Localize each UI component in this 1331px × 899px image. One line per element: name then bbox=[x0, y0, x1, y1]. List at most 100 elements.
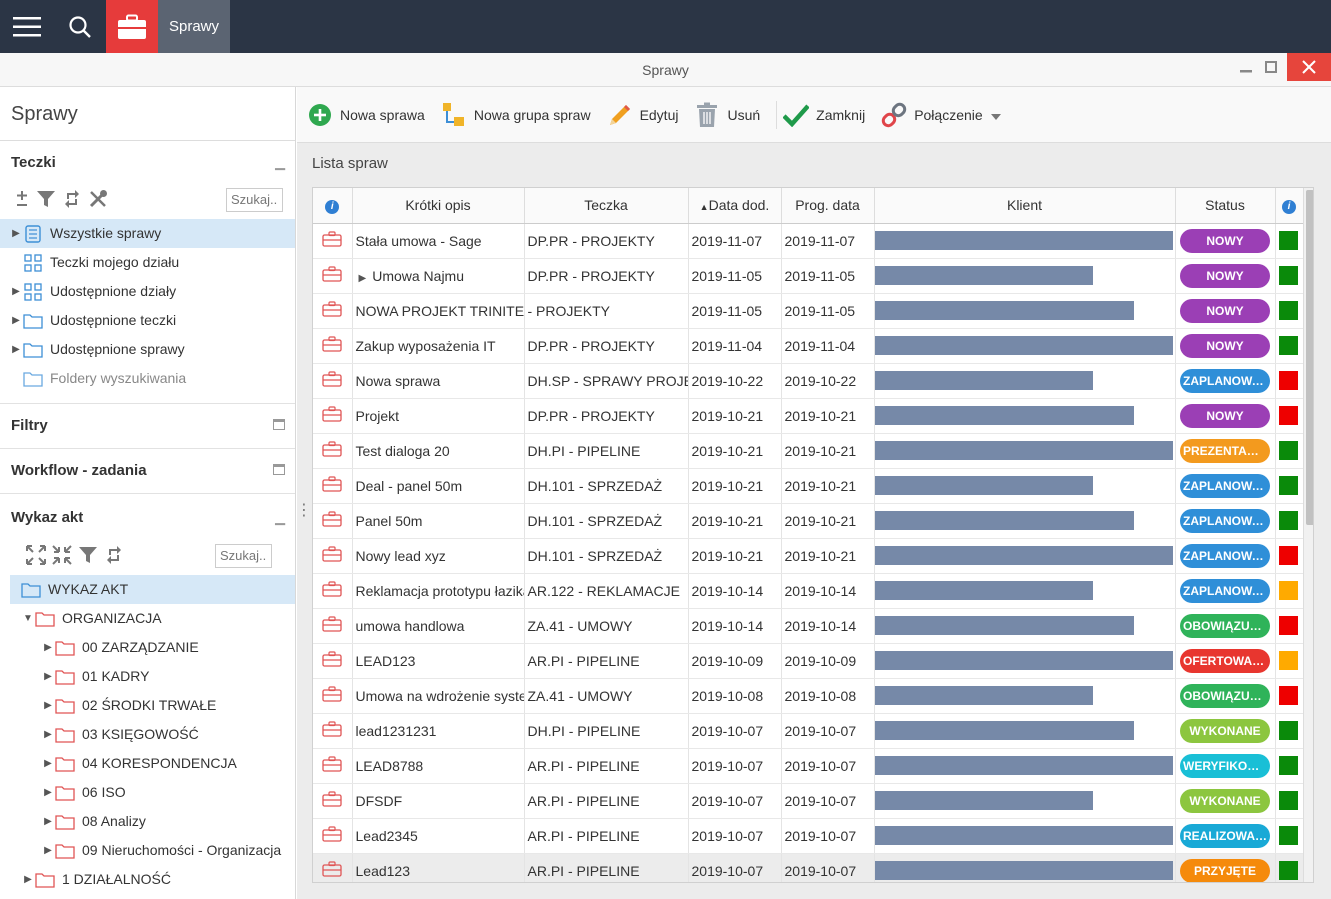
close-case-button[interactable]: Zamknij bbox=[783, 97, 875, 133]
tree-item-09-nieruchomosci[interactable]: ▶ 09 Nieruchomości - Organizacja bbox=[0, 836, 295, 865]
tree-item-udostepnione-dzialy[interactable]: ▶ Udostępnione działy bbox=[0, 277, 295, 306]
table-row[interactable]: NOWA PROJEKT TRINITEC - PROJEKTY 2019-11-0… bbox=[313, 293, 1304, 329]
tree-item-wykaz-akt[interactable]: WYKAZ AKT bbox=[10, 575, 295, 604]
delete-button[interactable]: Usuń bbox=[694, 97, 770, 133]
expand-icon[interactable]: ▶ bbox=[44, 845, 52, 856]
expand-icon[interactable]: ▶ bbox=[44, 700, 52, 711]
tree-item-organizacja[interactable]: ▼ ORGANIZACJA bbox=[0, 604, 295, 633]
tree-item-1-dzialalnosc[interactable]: ▶ 1 DZIAŁALNOŚĆ bbox=[0, 865, 295, 894]
expand-icon[interactable]: ▶ bbox=[44, 642, 52, 653]
tree-item-teczki-mojego-dzialu[interactable]: Teczki mojego działu bbox=[0, 248, 295, 277]
expand-all-icon[interactable] bbox=[26, 544, 46, 568]
scrollbar-thumb[interactable] bbox=[1306, 190, 1313, 525]
table-row[interactable]: lead1231231 DH.PI - PIPELINE 2019-10-07 201… bbox=[313, 713, 1304, 749]
table-row[interactable]: Deal - panel 50m DH.101 - SPRZEDAŻ 2019-10… bbox=[313, 468, 1304, 504]
collapse-arrow-icon[interactable]: ▼ bbox=[23, 613, 33, 624]
column-short-desc[interactable]: Krótki opis bbox=[352, 188, 525, 224]
table-row[interactable]: Lead2345 AR.PI - PIPELINE 2019-10-07 2019-1… bbox=[313, 818, 1304, 854]
expand-icon[interactable]: ▶ bbox=[44, 729, 52, 740]
tools-icon[interactable] bbox=[88, 189, 108, 212]
table-row[interactable]: Panel 50m DH.101 - SPRZEDAŻ 2019-10-21 2019… bbox=[313, 503, 1304, 539]
cell-due-date: 2019-10-14 bbox=[781, 608, 875, 644]
expand-icon[interactable]: ▶ bbox=[44, 787, 52, 798]
tree-item-03-ksiegowosc[interactable]: ▶ 03 KSIĘGOWOŚĆ bbox=[0, 720, 295, 749]
table-row[interactable]: DFSDF AR.PI - PIPELINE 2019-10-07 2019-10-0… bbox=[313, 783, 1304, 819]
tree-item-wszystkie-sprawy[interactable]: ▶ Wszystkie sprawy bbox=[0, 219, 295, 248]
cell-status: NOWY bbox=[1175, 258, 1276, 294]
table-row[interactable]: ▶ Umowa Najmu DP.PR - PROJEKTY 2019-11-05 20… bbox=[313, 258, 1304, 294]
section-filtry-header[interactable]: Filtry bbox=[0, 404, 295, 448]
column-due-date[interactable]: Prog. data bbox=[781, 188, 875, 224]
column-date-added[interactable]: ▲Data dod. bbox=[688, 188, 782, 224]
tree-item-00-zarzadzanie[interactable]: ▶ 00 ZARZĄDZANIE bbox=[0, 633, 295, 662]
section-workflow-header[interactable]: Workflow - zadania bbox=[0, 449, 295, 493]
expand-panel-icon[interactable] bbox=[273, 449, 285, 493]
collapse-icon[interactable]: ▁ bbox=[275, 155, 285, 170]
cell-date-added: 2019-11-04 bbox=[688, 328, 782, 364]
expand-icon[interactable]: ▶ bbox=[24, 874, 32, 885]
filter-icon[interactable] bbox=[36, 190, 56, 211]
tree-item-02-srodki-trwale[interactable]: ▶ 02 ŚRODKI TRWAŁE bbox=[0, 691, 295, 720]
edit-button[interactable]: Edytuj bbox=[607, 97, 689, 133]
expand-panel-icon[interactable] bbox=[273, 404, 285, 448]
expand-icon[interactable]: ▶ bbox=[358, 272, 367, 284]
search-icon[interactable] bbox=[53, 0, 106, 53]
table-row[interactable]: Lead123 AR.PI - PIPELINE 2019-10-07 2019-10… bbox=[313, 853, 1304, 882]
table-row[interactable]: Reklamacja prototypu łazika AR.122 - REKL… bbox=[313, 573, 1304, 609]
section-wykaz-header[interactable]: Wykaz akt ▁ bbox=[0, 494, 295, 541]
table-row[interactable]: Stała umowa - Sage DP.PR - PROJEKTY 2019-1… bbox=[313, 223, 1304, 259]
expand-icon[interactable]: ▶ bbox=[44, 816, 52, 827]
refresh-icon[interactable] bbox=[104, 545, 124, 568]
table-row[interactable]: umowa handlowa ZA.41 - UMOWY 2019-10-14 201… bbox=[313, 608, 1304, 644]
connection-button[interactable]: Połączenie bbox=[881, 97, 1011, 133]
hamburger-menu-icon[interactable] bbox=[0, 0, 53, 53]
expand-icon[interactable]: ▶ bbox=[44, 671, 52, 682]
minimize-icon[interactable] bbox=[1234, 53, 1258, 81]
table-row[interactable]: Zakup wyposażenia IT DP.PR - PROJEKTY 2019… bbox=[313, 328, 1304, 364]
column-folder[interactable]: Teczka bbox=[524, 188, 689, 224]
briefcase-icon[interactable] bbox=[106, 0, 158, 53]
new-case-button[interactable]: Nowa sprawa bbox=[307, 97, 435, 133]
chevron-down-icon[interactable] bbox=[990, 107, 1001, 123]
info-icon: i bbox=[1282, 200, 1296, 215]
collapse-all-icon[interactable] bbox=[52, 544, 72, 568]
add-remove-icon[interactable] bbox=[14, 190, 30, 211]
briefcase-icon bbox=[322, 756, 342, 775]
table-row[interactable]: LEAD8788 AR.PI - PIPELINE 2019-10-07 2019-1… bbox=[313, 748, 1304, 784]
collapse-icon[interactable]: ▁ bbox=[275, 510, 285, 525]
table-row[interactable]: LEAD123 AR.PI - PIPELINE 2019-10-09 2019-10… bbox=[313, 643, 1304, 679]
tree-item-01-kadry[interactable]: ▶ 01 KADRY bbox=[0, 662, 295, 691]
tree-item-04-korespondencja[interactable]: ▶ 04 KORESPONDENCJA bbox=[0, 749, 295, 778]
app-tab-sprawy[interactable]: Sprawy bbox=[158, 0, 230, 53]
table-row[interactable]: Test dialoga 20 DH.PI - PIPELINE 2019-10-2… bbox=[313, 433, 1304, 469]
tree-item-foldery-wyszukiwania[interactable]: Foldery wyszukiwania bbox=[0, 364, 295, 393]
panel-splitter-handle[interactable]: ⋮ bbox=[296, 502, 312, 519]
column-status[interactable]: Status bbox=[1175, 188, 1276, 224]
tree-item-06-iso[interactable]: ▶ 06 ISO bbox=[0, 778, 295, 807]
maximize-icon[interactable] bbox=[1259, 53, 1283, 81]
column-info-2[interactable]: i bbox=[1275, 188, 1304, 224]
column-client[interactable]: Klient bbox=[874, 188, 1176, 224]
cell-status: OBOWIĄZUJ… bbox=[1175, 678, 1276, 714]
close-icon[interactable] bbox=[1287, 53, 1331, 81]
teczki-search-input[interactable]: Szukaj.. bbox=[226, 188, 283, 212]
tree-item-udostepnione-teczki[interactable]: ▶ Udostępnione teczki bbox=[0, 306, 295, 335]
expand-icon[interactable]: ▶ bbox=[44, 758, 52, 769]
table-row[interactable]: Umowa na wdrożenie systemuZA.41 - UMOWY2… bbox=[313, 678, 1304, 714]
filter-icon[interactable] bbox=[78, 546, 98, 567]
table-row[interactable]: Projekt DP.PR - PROJEKTY 2019-10-21 2019-10… bbox=[313, 398, 1304, 434]
new-group-button[interactable]: Nowa grupa spraw bbox=[441, 97, 601, 133]
section-teczki-header[interactable]: Teczki ▁ bbox=[0, 141, 295, 185]
expand-icon[interactable]: ▶ bbox=[12, 286, 20, 297]
vertical-scrollbar[interactable] bbox=[1303, 188, 1313, 882]
refresh-icon[interactable] bbox=[62, 189, 82, 212]
column-info[interactable]: i bbox=[313, 188, 353, 224]
expand-icon[interactable]: ▶ bbox=[12, 344, 20, 355]
expand-icon[interactable]: ▶ bbox=[12, 228, 20, 239]
tree-item-udostepnione-sprawy[interactable]: ▶ Udostępnione sprawy bbox=[0, 335, 295, 364]
table-row[interactable]: Nowy lead xyz DH.101 - SPRZEDAŻ 2019-10-21… bbox=[313, 538, 1304, 574]
tree-item-08-analizy[interactable]: ▶ 08 Analizy bbox=[0, 807, 295, 836]
wykaz-search-input[interactable]: Szukaj.. bbox=[215, 544, 272, 568]
expand-icon[interactable]: ▶ bbox=[12, 315, 20, 326]
